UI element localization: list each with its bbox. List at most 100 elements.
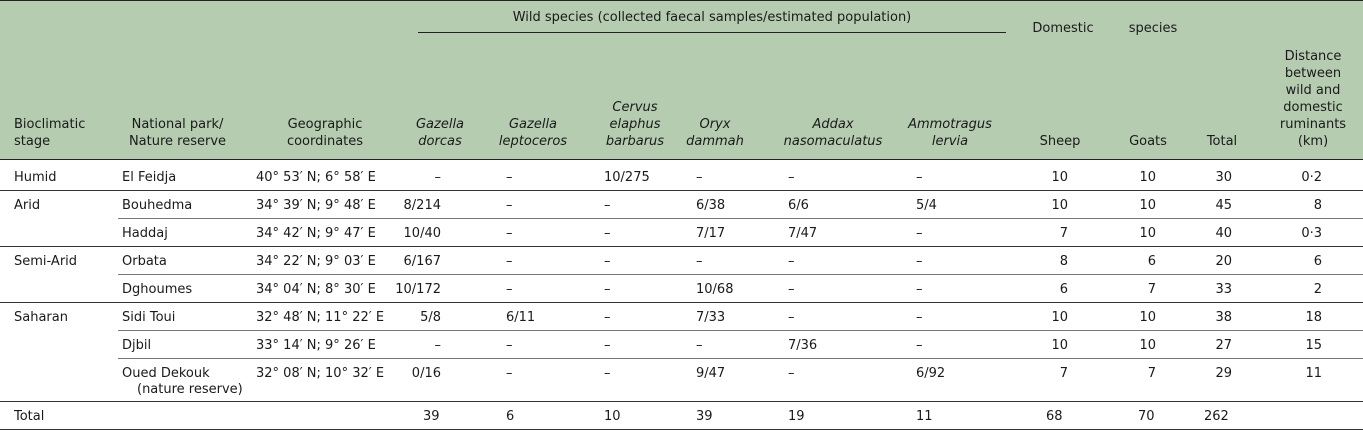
cell-ammotragus: 5/4 (916, 198, 937, 213)
cell-sheep: 8 (1059, 254, 1068, 269)
cell-park: Sidi Toui (122, 310, 176, 325)
total-al: 11 (916, 409, 933, 424)
cell-total: 33 (1215, 282, 1232, 297)
row-separator (118, 274, 1363, 275)
cell-sheep: 7 (1059, 366, 1068, 381)
total-gl: 6 (506, 409, 515, 424)
row-separator (0, 246, 1363, 247)
cell-cervus: – (604, 226, 611, 241)
cell-coords: 34° 22′ N; 9° 03′ E (256, 254, 376, 269)
cell-oryx: 9/47 (696, 366, 726, 381)
cell-coords: 34° 42′ N; 9° 47′ E (256, 226, 376, 241)
total-goats: 70 (1138, 409, 1155, 424)
cell-park: Bouhedma (122, 198, 193, 213)
cell-total: 45 (1215, 198, 1232, 213)
cell-sheep: 10 (1051, 310, 1068, 325)
total-sheep: 68 (1046, 409, 1063, 424)
col-header-park: National park/Nature reserve (128, 117, 227, 149)
cell-goats: 10 (1139, 338, 1156, 353)
domestic-group-header-word1: Domestic (1032, 21, 1094, 36)
cell-gazella-dorcas: – (434, 338, 442, 353)
cell-coords: 32° 48′ N; 11° 22′ E (256, 310, 385, 325)
cell-cervus: 10/275 (604, 170, 650, 185)
header-bottom-rule (0, 159, 1363, 160)
cell-ammotragus: – (916, 338, 923, 353)
cell-goats: 10 (1139, 198, 1156, 213)
cell-oryx: – (696, 338, 703, 353)
cell-gazella-leptoceros: – (506, 338, 513, 353)
cell-goats: 6 (1147, 254, 1156, 269)
cell-distance: 8 (1313, 198, 1322, 213)
cell-gazella-leptoceros: – (506, 282, 513, 297)
col-header-sheep: Sheep (1039, 134, 1081, 149)
cell-park: El Feidja (122, 170, 177, 185)
cell-gazella-leptoceros: – (506, 198, 513, 213)
cell-addax: – (788, 170, 795, 185)
cell-sheep: 10 (1051, 170, 1068, 185)
col-header-cervus: Cervus elaphus barbarus (605, 100, 665, 149)
cell-stage: Semi-Arid (14, 254, 78, 269)
cell-distance: 18 (1305, 310, 1322, 325)
cell-addax: – (788, 254, 795, 269)
cell-oryx: – (696, 170, 703, 185)
row-separator (118, 330, 1363, 331)
cell-stage: Saharan (14, 310, 68, 325)
totals-rule (0, 401, 1363, 402)
cell-coords: 34° 04′ N; 8° 30′ E (256, 282, 376, 297)
cell-sheep: 10 (1051, 198, 1068, 213)
cell-goats: 10 (1139, 226, 1156, 241)
col-header-total: Total (1206, 134, 1238, 149)
cell-goats: 10 (1139, 310, 1156, 325)
cell-total: 29 (1215, 366, 1232, 381)
cell-stage: Arid (14, 198, 41, 213)
cell-sheep: 7 (1059, 226, 1068, 241)
cell-cervus: – (604, 310, 611, 325)
cell-gazella-leptoceros: – (506, 366, 513, 381)
cell-park-note: (nature reserve) (137, 382, 243, 397)
cell-gazella-dorcas: 10/40 (403, 226, 441, 241)
col-header-coords: Geographic coordinates (286, 117, 364, 149)
cell-total: 38 (1215, 310, 1232, 325)
cell-distance: 0·2 (1301, 170, 1322, 185)
cell-ammotragus: – (916, 254, 923, 269)
cell-gazella-dorcas: 8/214 (403, 198, 441, 213)
cell-gazella-dorcas: 6/167 (403, 254, 441, 269)
cell-distance: 15 (1305, 338, 1322, 353)
col-header-addax: Addax nasomaculatus (783, 117, 883, 149)
cell-addax: – (788, 282, 795, 297)
cell-cervus: – (604, 338, 611, 353)
cell-park: Djbil (122, 338, 152, 353)
cell-distance: 6 (1313, 254, 1322, 269)
cell-total: 20 (1215, 254, 1232, 269)
table-header-background (0, 0, 1363, 159)
cell-gazella-leptoceros: 6/11 (506, 310, 536, 325)
col-header-gazella-leptoceros: Gazella leptoceros (498, 117, 568, 149)
cell-ammotragus: – (916, 226, 923, 241)
cell-sheep: 10 (1051, 338, 1068, 353)
cell-distance: 11 (1305, 366, 1322, 381)
cell-gazella-dorcas: 5/8 (420, 310, 441, 325)
col-header-goats: Goats (1129, 134, 1167, 149)
cell-addax: 6/6 (788, 198, 809, 213)
domestic-group-header-word2: species (1128, 21, 1178, 36)
col-header-distance: Distance between wild and domestic ruminant… (1279, 49, 1347, 149)
cell-gazella-dorcas: 10/172 (395, 282, 441, 297)
col-header-gazella-dorcas: Gazella dorcas (415, 117, 465, 149)
cell-gazella-leptoceros: – (506, 254, 513, 269)
cell-goats: 10 (1139, 170, 1156, 185)
cell-addax: – (788, 310, 795, 325)
cell-coords: 34° 39′ N; 9° 48′ E (256, 198, 376, 213)
cell-stage: Humid (14, 170, 57, 185)
cell-distance: 2 (1313, 282, 1322, 297)
cell-distance: 0·3 (1301, 226, 1322, 241)
row-separator (0, 302, 1363, 303)
cell-addax: 7/36 (788, 338, 818, 353)
cell-sheep: 6 (1059, 282, 1068, 297)
total-total: 262 (1204, 409, 1229, 424)
total-ce: 10 (604, 409, 621, 424)
row-separator (118, 218, 1363, 219)
row-separator (0, 190, 1363, 191)
col-header-bioclimatic: Bioclimatic stage (14, 117, 86, 149)
cell-park: Dghoumes (122, 282, 193, 297)
col-header-oryx: Oryx dammah (686, 117, 744, 149)
